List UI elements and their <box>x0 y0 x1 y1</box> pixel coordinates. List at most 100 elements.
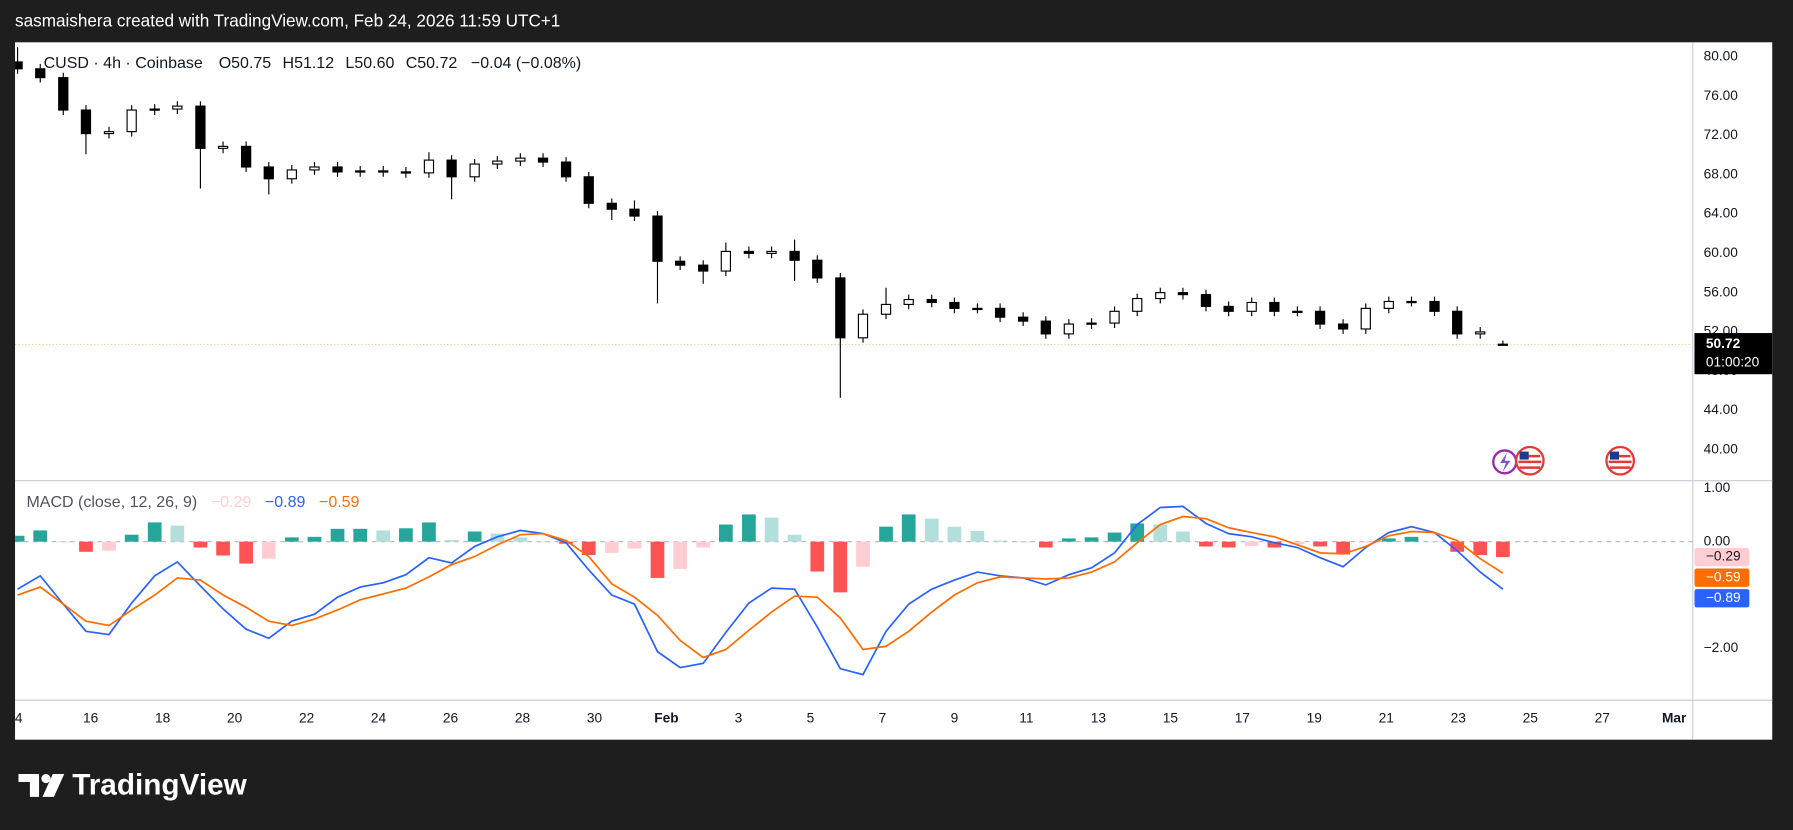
histogram-bar <box>376 530 391 542</box>
macd-legend: MACD (close, 12, 26, 9) −0.29 −0.89 −0.5… <box>26 494 359 511</box>
histogram-bar <box>673 541 688 569</box>
candle-body <box>789 250 800 261</box>
candle-body <box>880 303 892 315</box>
histogram-bar <box>193 541 208 548</box>
candle-body <box>217 145 229 149</box>
candle-body <box>1223 305 1234 312</box>
ohlc-prefix: C <box>406 55 418 72</box>
candle-body <box>332 166 343 173</box>
x-tick-label: 7 <box>879 711 887 726</box>
brand-logo: TradingView <box>18 768 248 801</box>
histogram-bar <box>1450 541 1465 552</box>
histogram-bar <box>79 541 93 552</box>
overlay: CUSD · 4h · Coinbase O50.75 H51.12 L50.6… <box>26 55 1636 511</box>
x-tick-label: 13 <box>1091 711 1107 726</box>
y-tick-label: 0.00 <box>1704 533 1731 548</box>
candle-body <box>492 160 503 165</box>
candle-body <box>309 166 320 171</box>
histogram-bar <box>1267 541 1282 548</box>
histogram-bar <box>581 541 596 555</box>
y-tick-label: 68.00 <box>1704 166 1739 181</box>
histogram-bar <box>833 541 848 593</box>
y-tick-label: −2.00 <box>1704 640 1739 655</box>
histogram-bar <box>170 525 185 542</box>
y-tick-label: 60.00 <box>1704 245 1739 260</box>
histogram-bar <box>1199 541 1213 547</box>
candle-body <box>1063 323 1074 335</box>
histogram-bar <box>901 514 916 542</box>
histogram-bar <box>1084 537 1099 542</box>
candle-body <box>263 166 274 180</box>
candle-body <box>1314 310 1326 325</box>
candle-body <box>1177 292 1189 296</box>
candle-body <box>400 171 412 174</box>
candle-body <box>378 170 389 173</box>
x-tick-label: 30 <box>587 711 603 726</box>
histogram-bar <box>1496 541 1510 558</box>
logo-mark <box>42 773 65 797</box>
event-icon-bolt <box>1500 452 1511 473</box>
x-tick-label: 4 <box>15 711 23 726</box>
candle-body <box>560 161 572 178</box>
x-tick-label: 24 <box>371 711 387 726</box>
main-legend: CUSD · 4h · Coinbase O50.75 H51.12 L50.6… <box>44 55 582 72</box>
histogram-bar <box>444 540 459 542</box>
histogram-bar <box>856 541 870 567</box>
histogram-bar <box>879 526 893 542</box>
flag-icon <box>1605 445 1636 476</box>
candle-body <box>1086 322 1097 325</box>
histogram-bar <box>1358 541 1373 543</box>
candle-body <box>423 159 435 174</box>
price-label: 50.72 <box>1706 336 1741 351</box>
x-tick-label: 20 <box>227 711 243 726</box>
histogram-bar <box>513 537 528 542</box>
candle-body <box>1246 301 1257 312</box>
histogram-bar <box>1038 541 1053 548</box>
x-tick-label: 15 <box>1163 711 1179 726</box>
candle-body <box>1360 307 1371 330</box>
candle-body <box>1017 316 1029 322</box>
candle-body <box>515 157 526 162</box>
candle-body <box>903 298 914 306</box>
histogram-bar <box>1381 538 1396 542</box>
histogram-bar <box>650 541 665 578</box>
x-tick-label: 9 <box>951 711 959 726</box>
histogram-bar <box>399 528 413 542</box>
price-label-bg <box>1694 333 1773 375</box>
candle-body <box>835 277 846 339</box>
candle-body <box>537 157 549 163</box>
x-tick-label: 23 <box>1451 711 1467 726</box>
histogram-bar <box>330 528 345 542</box>
x-tick-label: 16 <box>83 711 99 726</box>
histogram-bar <box>467 531 482 542</box>
histogram-bar <box>15 535 25 542</box>
ohlc-prefix: O <box>219 55 231 72</box>
candle-body <box>446 159 457 178</box>
candle-body <box>58 77 69 111</box>
candle-body <box>1200 294 1212 307</box>
ohlc-value: 50.60 <box>354 55 394 72</box>
histogram-bar <box>353 528 368 542</box>
candle-body <box>743 250 755 254</box>
change: −0.04 (−0.08%) <box>471 55 581 72</box>
legend-value: −0.89 <box>265 494 306 511</box>
candle-body <box>972 307 983 311</box>
x-tick-label: 19 <box>1307 711 1322 726</box>
chart-panel <box>15 42 1773 740</box>
axis-value-label: −0.59 <box>1706 569 1741 584</box>
candle-body <box>766 250 777 254</box>
histogram-bar <box>33 530 48 542</box>
candle-body <box>606 202 617 210</box>
candle-body <box>1155 292 1166 300</box>
histogram-bar <box>993 540 1007 542</box>
x-tick-label: 21 <box>1379 711 1394 726</box>
histogram-bar <box>56 541 71 543</box>
candle-body <box>652 215 663 262</box>
ohlc-value: 50.75 <box>231 55 271 72</box>
candle-body <box>1040 320 1051 335</box>
histogram-bar <box>924 518 939 542</box>
histogram-bar <box>787 534 802 542</box>
candle-body <box>15 61 23 70</box>
x-tick-label: 22 <box>299 711 314 726</box>
